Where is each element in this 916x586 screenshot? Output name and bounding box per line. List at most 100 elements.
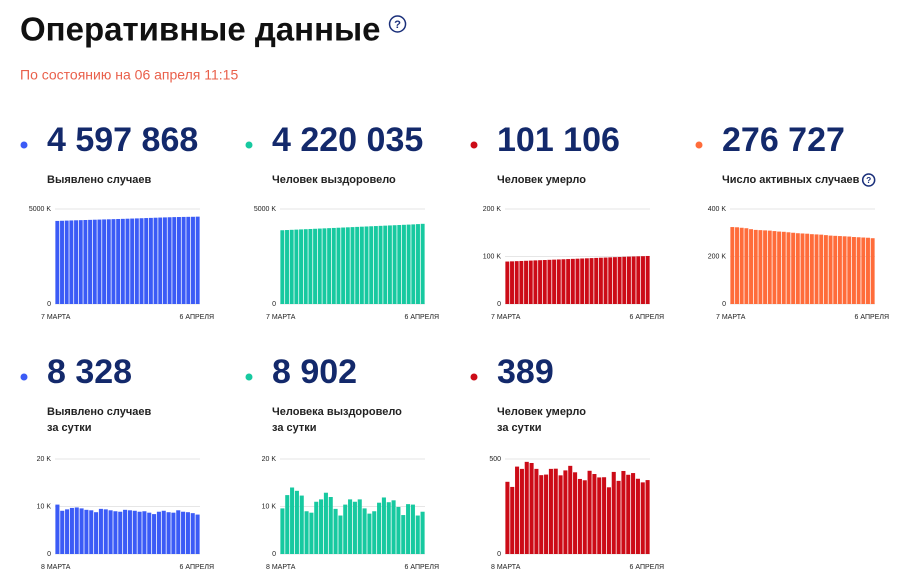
card-label: за сутки <box>497 422 542 434</box>
bar <box>383 225 388 304</box>
bar <box>137 511 142 554</box>
bar <box>580 258 585 304</box>
subtitle: По состоянию на 06 апреля 11:15 <box>20 67 238 83</box>
bar <box>308 228 313 304</box>
bar <box>730 227 735 304</box>
x-tick-label: 7 МАРТА <box>716 314 746 321</box>
bar <box>640 482 645 554</box>
bar <box>781 231 786 304</box>
bar <box>79 508 84 554</box>
bar <box>120 218 125 304</box>
bar <box>617 256 622 304</box>
bar <box>411 224 416 304</box>
bar <box>533 260 538 304</box>
bar <box>78 220 83 304</box>
bar <box>420 511 425 554</box>
bar <box>587 470 592 554</box>
bar <box>597 477 602 554</box>
bar <box>837 236 842 304</box>
bar <box>406 504 411 554</box>
bar <box>592 474 597 554</box>
card-label: за сутки <box>47 422 92 434</box>
bar <box>809 234 814 304</box>
bar <box>561 259 566 304</box>
card-label: Выявлено случаев <box>47 406 151 418</box>
bar <box>156 511 161 554</box>
bar <box>584 258 589 304</box>
help-icon <box>861 173 876 187</box>
card-label: Человек умерло <box>497 406 586 418</box>
bar <box>319 499 324 554</box>
bar <box>538 260 543 304</box>
card-number: 4 597 868 <box>47 121 198 159</box>
bar <box>519 260 524 304</box>
bar <box>60 220 64 304</box>
bar <box>345 227 350 304</box>
bar <box>299 229 304 304</box>
y-tick-label: 5000 K <box>254 206 277 213</box>
y-tick-label: 5000 K <box>29 206 52 213</box>
bar <box>290 487 295 554</box>
card-label: Человека выздоровело <box>272 406 402 418</box>
bar <box>636 256 641 304</box>
bar <box>514 261 519 304</box>
bar <box>416 224 420 304</box>
bar <box>103 509 108 554</box>
card-dot <box>470 141 478 149</box>
bar <box>558 475 563 554</box>
bar <box>327 228 332 304</box>
bar <box>69 507 74 554</box>
bar <box>144 218 149 304</box>
bar <box>772 231 777 304</box>
card-dot <box>695 141 703 149</box>
bar <box>132 510 137 554</box>
bar <box>795 233 800 304</box>
bar <box>631 256 636 304</box>
bar <box>97 219 102 304</box>
bar <box>611 471 616 554</box>
card-number: 8 902 <box>272 353 357 391</box>
bar <box>323 492 328 554</box>
x-tick-label: 8 МАРТА <box>266 564 296 571</box>
bar <box>392 225 397 304</box>
x-tick-label: 6 АПРЕЛЯ <box>630 564 664 571</box>
bar <box>814 234 819 304</box>
card-number: 276 727 <box>722 121 845 159</box>
bar <box>65 509 70 554</box>
bar <box>153 217 158 304</box>
card-dot <box>470 373 478 381</box>
bar <box>331 227 336 304</box>
bar <box>420 223 425 304</box>
bar <box>763 230 768 304</box>
bar <box>645 255 650 304</box>
bar <box>98 508 103 554</box>
y-tick-label: 100 K <box>483 253 502 260</box>
bar <box>280 508 285 554</box>
bar <box>377 502 382 554</box>
bar <box>373 226 378 304</box>
bar <box>833 235 838 304</box>
bar <box>515 466 520 554</box>
bar <box>608 257 613 304</box>
card-label: Число активных случаев <box>722 174 860 186</box>
bar <box>603 257 608 304</box>
bar <box>635 478 640 554</box>
bar <box>94 512 99 554</box>
bar <box>372 511 377 554</box>
bar <box>401 515 406 554</box>
bar <box>127 510 132 554</box>
y-tick-label: 10 K <box>37 503 52 510</box>
bar <box>842 236 847 304</box>
bar <box>805 233 810 304</box>
card-dot <box>20 373 28 381</box>
bar <box>357 499 362 554</box>
bar <box>510 261 514 304</box>
help-icon-mark: ? <box>394 19 401 31</box>
bar <box>616 480 621 554</box>
bar <box>355 226 360 304</box>
bar <box>870 238 875 304</box>
bar <box>123 509 128 554</box>
bar <box>823 235 828 304</box>
bar <box>753 229 758 304</box>
